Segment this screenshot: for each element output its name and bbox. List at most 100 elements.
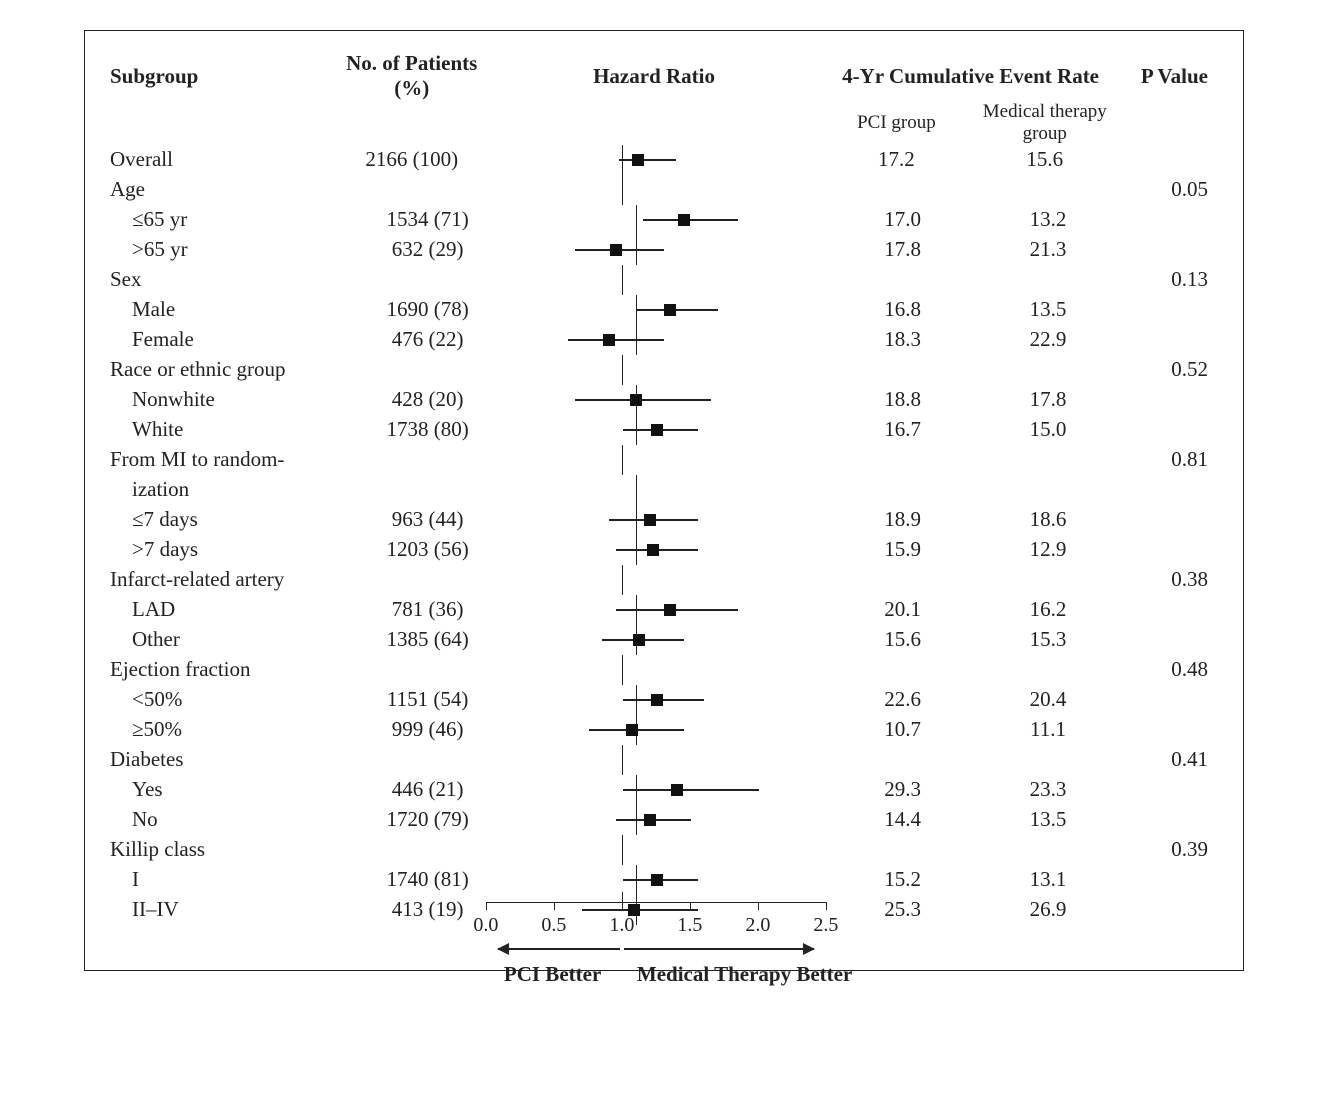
point-estimate (651, 874, 663, 886)
axis-tick (826, 902, 827, 910)
cell-pvalue: 0.81 (1119, 447, 1218, 472)
reference-line (636, 205, 637, 235)
subheader-row: PCI group Medical therapy group (110, 101, 1218, 145)
axis-area: 0.00.51.01.52.02.5PCI BetterMedical Ther… (486, 892, 822, 992)
cell-subgroup: ≤7 days (110, 507, 355, 532)
table-row: Overall2166 (100)17.215.6 (110, 145, 1218, 175)
header-npatients: No. of Patients (%) (338, 51, 486, 101)
table-row: White1738 (80)16.715.0 (110, 415, 1218, 445)
header-hazard: Hazard Ratio (486, 64, 822, 89)
cell-npatients: 1740 (81) (355, 867, 500, 892)
cell-med: 26.9 (975, 897, 1120, 922)
header-subgroup: Subgroup (110, 64, 338, 89)
table-row: Killip class0.39 (110, 835, 1218, 865)
reference-line (636, 475, 637, 505)
forest-plot-table: Subgroup No. of Patients (%) Hazard Rati… (84, 30, 1244, 971)
cell-subgroup: No (110, 807, 355, 832)
ci-line (568, 339, 663, 341)
reference-line (622, 655, 623, 685)
arrow-right-icon (624, 948, 814, 950)
cell-forest (500, 415, 830, 445)
reference-line (622, 745, 623, 775)
ci-line (619, 159, 676, 161)
cell-pci: 15.9 (830, 537, 975, 562)
table-row: Female476 (22)18.322.9 (110, 325, 1218, 355)
cell-npatients: 1151 (54) (355, 687, 500, 712)
cell-npatients: 2166 (100) (338, 147, 486, 172)
rows-container: Overall2166 (100)17.215.6Age0.05≤65 yr15… (110, 145, 1218, 925)
reference-line (622, 565, 623, 595)
cell-subgroup: Ejection fraction (110, 657, 338, 682)
cell-subgroup: >65 yr (110, 237, 355, 262)
point-estimate (610, 244, 622, 256)
cell-med: 11.1 (975, 717, 1120, 742)
point-estimate (644, 814, 656, 826)
cell-subgroup: Overall (110, 147, 338, 172)
cell-pci: 18.3 (830, 327, 975, 352)
table-row: Male1690 (78)16.813.5 (110, 295, 1218, 325)
cell-forest (486, 145, 822, 175)
cell-pci: 25.3 (830, 897, 975, 922)
cell-forest (486, 655, 822, 685)
axis-tick-label: 0.5 (541, 914, 566, 937)
cell-med: 23.3 (975, 777, 1120, 802)
cell-subgroup: <50% (110, 687, 355, 712)
cell-forest (500, 865, 830, 895)
cell-subgroup: >7 days (110, 537, 355, 562)
cell-npatients: 476 (22) (355, 327, 500, 352)
reference-line (622, 445, 623, 475)
header-pvalue: P Value (1119, 64, 1218, 89)
cell-med: 17.8 (975, 387, 1120, 412)
axis-tick-label: 1.0 (609, 914, 634, 937)
cell-forest (500, 325, 830, 355)
axis-tick (486, 902, 487, 910)
table-row: Race or ethnic group0.52 (110, 355, 1218, 385)
cell-med: 15.3 (975, 627, 1120, 652)
cell-pvalue: 0.38 (1119, 567, 1218, 592)
point-estimate (678, 214, 690, 226)
cell-pci: 22.6 (830, 687, 975, 712)
cell-pvalue: 0.41 (1119, 747, 1218, 772)
cell-subgroup: White (110, 417, 355, 442)
cell-subgroup: Male (110, 297, 355, 322)
cell-npatients: 999 (46) (355, 717, 500, 742)
cell-pvalue: 0.39 (1119, 837, 1218, 862)
cell-forest (486, 745, 822, 775)
ci-line (643, 219, 738, 221)
cell-npatients: 963 (44) (355, 507, 500, 532)
cell-npatients: 781 (36) (355, 597, 500, 622)
cell-med: 13.2 (975, 207, 1120, 232)
cell-pci: 18.8 (830, 387, 975, 412)
cell-subgroup: Diabetes (110, 747, 338, 772)
cell-forest (500, 535, 830, 565)
cell-pci: 29.3 (830, 777, 975, 802)
table-row: <50%1151 (54) 22.620.4 (110, 685, 1218, 715)
cell-npatients: 1690 (78) (355, 297, 500, 322)
cell-subgroup: Yes (110, 777, 355, 802)
cell-forest (500, 625, 830, 655)
cell-subgroup: ≥50% (110, 717, 355, 742)
cell-subgroup: From MI to random- (110, 447, 338, 472)
table-row: ≤65 yr1534 (71)17.013.2 (110, 205, 1218, 235)
ci-line (616, 609, 738, 611)
cell-pvalue: 0.48 (1119, 657, 1218, 682)
cell-pci: 14.4 (830, 807, 975, 832)
axis-tick-label: 2.5 (813, 914, 838, 937)
x-axis-line (486, 902, 826, 903)
cell-med: 18.6 (975, 507, 1120, 532)
table-row: Diabetes 0.41 (110, 745, 1218, 775)
cell-subgroup: Sex (110, 267, 338, 292)
cell-subgroup: LAD (110, 597, 355, 622)
table-row: >7 days1203 (56)15.912.9 (110, 535, 1218, 565)
reference-line (622, 175, 623, 205)
point-estimate (626, 724, 638, 736)
cell-med: 15.0 (975, 417, 1120, 442)
cell-pci: 15.2 (830, 867, 975, 892)
cell-med: 20.4 (975, 687, 1120, 712)
ci-line (636, 309, 718, 311)
cell-forest (500, 775, 830, 805)
cell-npatients: 428 (20) (355, 387, 500, 412)
table-row: ≤7 days963 (44)18.918.6 (110, 505, 1218, 535)
cell-pci: 10.7 (830, 717, 975, 742)
cell-med: 13.5 (975, 297, 1120, 322)
